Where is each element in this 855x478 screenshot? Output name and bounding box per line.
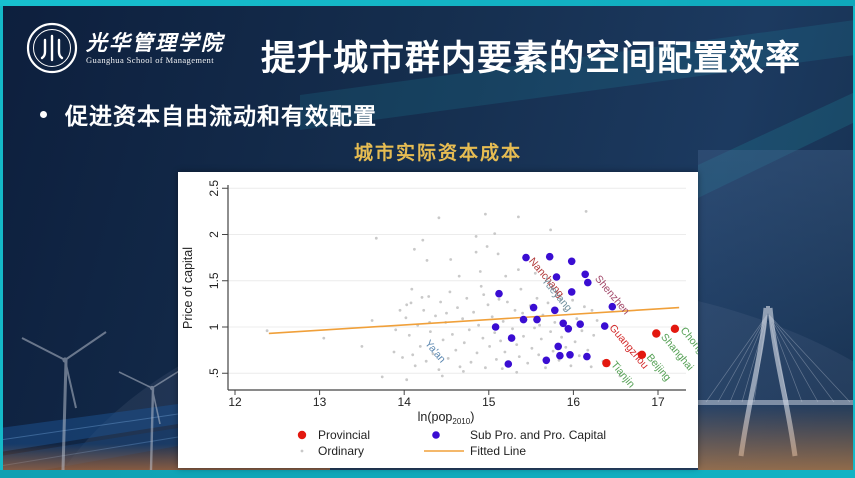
city-label-beijing: Beijing: [644, 352, 674, 384]
bridge-photo: [698, 150, 855, 470]
svg-text:.5: .5: [207, 368, 221, 378]
slide-left-border: [0, 6, 3, 470]
slide-top-border: [0, 0, 855, 6]
bullet-point: 促进资本自由流动和有效配置: [40, 97, 377, 131]
school-logo: 光华管理学院 Guanghua School of Management: [26, 22, 224, 74]
legend-label: Provincial: [318, 428, 370, 442]
svg-text:12: 12: [228, 395, 242, 409]
legend-label: Fitted Line: [470, 444, 526, 458]
legend-marker: [300, 449, 304, 453]
logo-english-name: Guanghua School of Management: [86, 55, 214, 65]
capital-cost-scatter-chart: .5 1 1.5 2 2.5 12 13 14 15 16 17 Price of capital ln…: [181, 180, 698, 458]
city-label-tianjin: Tianjin: [608, 359, 637, 390]
svg-text:17: 17: [651, 395, 665, 409]
legend-label: Sub Pro. and Pro. Capital: [470, 428, 606, 442]
slide-title: 提升城市群内要素的空间配置效率: [260, 39, 801, 78]
gridlines: [228, 187, 686, 374]
legend-marker: [432, 431, 440, 439]
slide-bottom-border: [0, 470, 855, 478]
y-axis-label: Price of capital: [181, 247, 195, 329]
svg-text:2: 2: [207, 231, 221, 238]
svg-text:14: 14: [398, 395, 412, 409]
svg-text:15: 15: [482, 395, 496, 409]
slide-header: 光华管理学院 Guanghua School of Management 提升城…: [0, 14, 855, 88]
legend-label: Ordinary: [318, 444, 364, 458]
legend-marker: [297, 430, 307, 440]
svg-text:16: 16: [567, 395, 581, 409]
bullet-dot: [40, 110, 47, 118]
bullet-text: 促进资本自由流动和有效配置: [65, 104, 377, 129]
series-ordinary: [265, 210, 622, 382]
chart-legend: Provincial Sub Pro. and Pro. Capital Ordin…: [297, 428, 606, 458]
axis-ticks: .5 1 1.5 2 2.5 12 13 14 15 16 17: [207, 180, 665, 409]
logo-chinese-name: 光华管理学院: [86, 31, 224, 55]
peking-university-seal-icon: [26, 22, 78, 74]
series-provincial: [602, 324, 680, 368]
chart-panel: .5 1 1.5 2 2.5 12 13 14 15 16 17 Price of capital ln…: [178, 172, 698, 468]
logo-text: 光华管理学院 Guanghua School of Management: [86, 31, 224, 65]
city-label-shenzhen: Shenzhen: [592, 273, 632, 317]
svg-text:1.5: 1.5: [207, 272, 221, 289]
x-axis-label: ln(pop2010): [418, 410, 475, 426]
slide-right-border: [853, 6, 855, 470]
svg-text:1: 1: [207, 323, 221, 330]
svg-text:13: 13: [313, 395, 327, 409]
series-sub-pro-and-pro-capital: [491, 252, 617, 368]
chart-heading: 城市实际资本成本: [353, 143, 522, 164]
series-fitted-line: [268, 306, 680, 335]
svg-text:2.5: 2.5: [207, 180, 221, 197]
